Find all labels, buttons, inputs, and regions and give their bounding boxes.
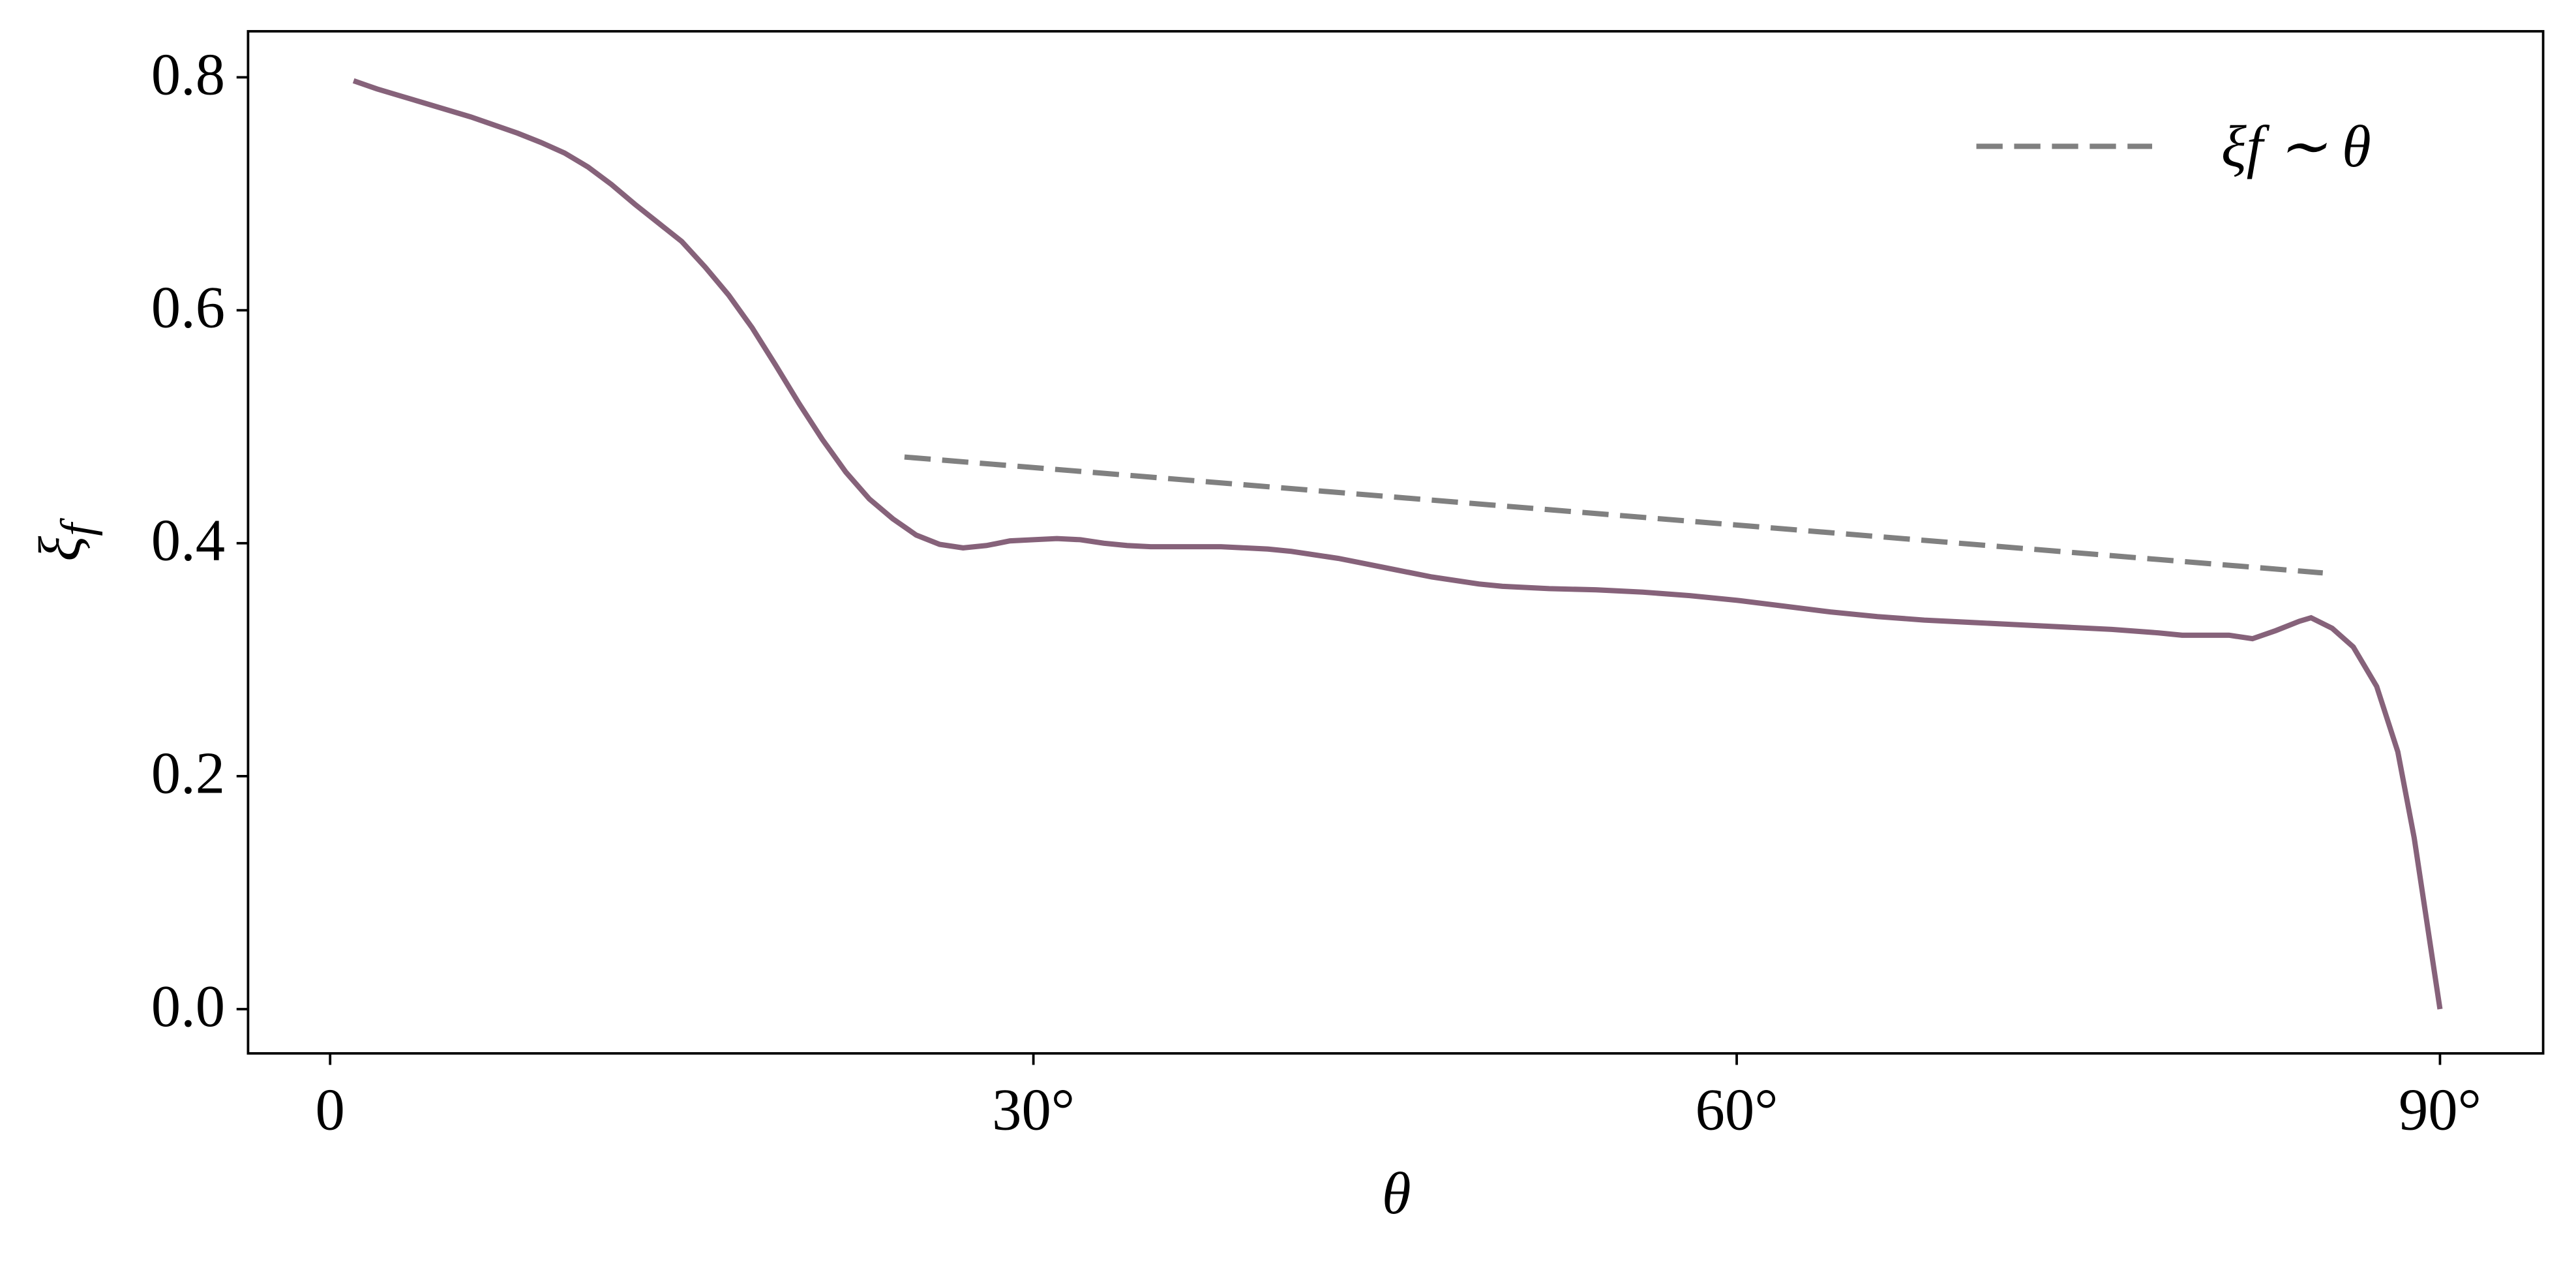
y-tick-label: 0.0 [151, 973, 225, 1039]
plot-frame [247, 30, 2545, 1055]
x-tick-label: 60° [1696, 1076, 1778, 1142]
data-line [352, 78, 2443, 1010]
x-axis-label: θ [1382, 1160, 1411, 1226]
legend-label: ξf ∼ θ [2221, 114, 2371, 179]
y-axis-label-base: ξ [27, 536, 93, 562]
y-tick-label: 0.6 [151, 274, 225, 340]
y-axis-label: ξf [27, 518, 104, 562]
y-tick-label: 0.4 [151, 507, 225, 573]
y-tick-label: 0.8 [151, 41, 225, 107]
y-axis-label-sub: f [52, 518, 103, 536]
x-tick-label: 90° [2399, 1076, 2481, 1142]
data-line [904, 454, 2324, 576]
x-tick-label: 0 [316, 1076, 345, 1142]
x-tick-label: 30° [992, 1076, 1075, 1142]
y-tick-label: 0.2 [151, 740, 225, 806]
